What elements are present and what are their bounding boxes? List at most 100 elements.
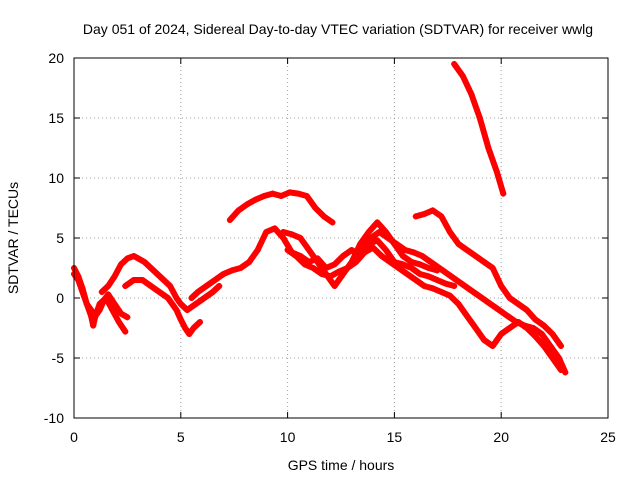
data-point	[489, 265, 496, 271]
series-arc-late-b	[412, 207, 565, 349]
data-point	[359, 247, 366, 253]
data-point	[404, 271, 411, 277]
data-point	[540, 322, 547, 329]
data-point	[280, 229, 287, 235]
series-trace	[359, 229, 569, 376]
data-point	[122, 328, 129, 335]
data-point	[496, 307, 503, 313]
data-point	[293, 253, 300, 259]
data-point	[100, 297, 107, 304]
y-tick-label: -10	[44, 410, 64, 426]
data-point	[419, 253, 426, 259]
data-point	[310, 265, 317, 271]
data-point	[305, 247, 312, 253]
data-point	[547, 343, 554, 349]
data-point	[235, 207, 242, 214]
y-tick-label: -5	[52, 350, 65, 366]
data-point	[421, 211, 428, 217]
data-point	[160, 277, 167, 283]
data-point	[109, 307, 116, 313]
data-point	[147, 265, 154, 271]
data-point	[387, 259, 394, 265]
data-point	[429, 207, 436, 214]
data-point	[370, 244, 377, 251]
data-point	[188, 295, 195, 301]
y-tick-label: 5	[56, 230, 64, 246]
data-point	[331, 283, 338, 289]
data-point	[329, 219, 336, 226]
data-point	[226, 217, 233, 223]
data-point	[442, 280, 449, 287]
data-point	[558, 343, 565, 349]
data-point	[96, 307, 103, 313]
data-point	[194, 289, 201, 295]
data-point	[498, 331, 505, 337]
data-point	[515, 301, 522, 307]
data-point	[487, 301, 494, 307]
data-point	[83, 301, 90, 307]
data-point	[378, 253, 385, 259]
data-point	[244, 201, 251, 208]
data-point	[402, 247, 409, 253]
data-point	[320, 213, 327, 220]
series-trace	[412, 207, 564, 349]
data-point	[117, 310, 124, 317]
data-point	[513, 319, 520, 325]
data-point	[425, 273, 432, 280]
data-point	[220, 271, 227, 277]
data-point	[156, 289, 163, 295]
data-point	[331, 261, 338, 268]
data-point	[75, 273, 82, 280]
data-series	[71, 61, 569, 376]
data-point	[446, 229, 453, 235]
data-point	[476, 115, 483, 121]
data-point	[468, 91, 475, 97]
data-point	[98, 289, 105, 295]
data-point	[295, 190, 302, 197]
data-point	[521, 322, 528, 329]
data-point	[111, 301, 118, 307]
data-point	[500, 190, 507, 197]
data-point	[141, 259, 148, 265]
data-point	[177, 316, 184, 323]
data-point	[352, 259, 359, 265]
x-tick-label: 20	[493, 429, 509, 445]
data-point	[318, 271, 325, 277]
data-point	[201, 295, 208, 301]
data-point	[408, 265, 415, 271]
data-point	[280, 235, 287, 241]
data-point	[451, 61, 458, 67]
data-point	[532, 316, 539, 323]
data-point	[139, 277, 146, 283]
data-point	[451, 283, 458, 289]
y-tick-label: 20	[48, 50, 64, 66]
data-point	[105, 291, 112, 298]
data-point	[438, 213, 445, 220]
data-point	[472, 253, 479, 259]
data-point	[530, 325, 537, 331]
data-point	[478, 295, 485, 301]
data-point	[417, 261, 424, 268]
data-point	[506, 295, 513, 301]
data-point	[301, 261, 308, 268]
series-trace	[451, 61, 507, 197]
data-point	[130, 277, 137, 283]
data-point	[254, 247, 261, 253]
data-point	[92, 313, 99, 319]
x-tick-label: 10	[280, 429, 296, 445]
data-point	[147, 283, 154, 289]
data-point	[446, 292, 453, 299]
data-point	[263, 229, 270, 235]
x-tick-label: 5	[177, 429, 185, 445]
data-point	[184, 307, 191, 313]
data-point	[470, 289, 477, 295]
data-point	[105, 283, 112, 289]
data-point	[154, 271, 161, 277]
data-point	[344, 265, 351, 271]
data-point	[111, 273, 118, 280]
data-point	[485, 145, 492, 151]
grid	[74, 58, 608, 418]
data-point	[278, 193, 285, 199]
data-point	[412, 213, 419, 220]
data-point	[269, 190, 276, 197]
